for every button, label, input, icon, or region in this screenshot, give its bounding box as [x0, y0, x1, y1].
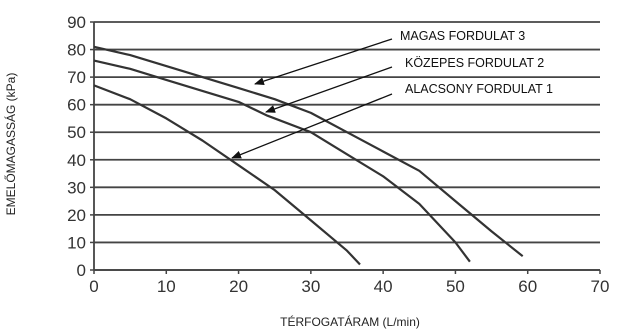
x-tick-label: 10	[157, 277, 176, 296]
y-tick-label: 70	[67, 68, 86, 87]
callout-arrow-k-zepes-fordulat-2	[265, 66, 393, 113]
legend-label-magas-fordulat-3: MAGAS FORDULAT 3	[400, 29, 525, 43]
axes	[93, 22, 600, 271]
series-line-magas-fordulat-3	[93, 45, 524, 258]
y-tick-label: 20	[67, 206, 86, 225]
legend-callouts: MAGAS FORDULAT 3 KÖZEPES FORDULAT 2 ALACSO…	[231, 29, 553, 159]
x-axis-label: TÉRFOGATÁRAM (L/min)	[280, 314, 420, 329]
x-tick-label: 20	[229, 277, 248, 296]
y-tick-label: 90	[67, 13, 86, 32]
y-tick-label: 80	[67, 41, 86, 60]
y-tick-label: 30	[67, 178, 86, 197]
x-tick-label: 50	[446, 277, 465, 296]
y-tick-label: 10	[67, 233, 86, 252]
series-line-k-zepes-fordulat-2	[93, 59, 471, 263]
x-tick-label: 30	[301, 277, 320, 296]
callout-arrow-alacsony-fordulat-1	[231, 93, 393, 159]
y-tick-label: 60	[67, 96, 86, 115]
legend-label-k-zepes-fordulat-2: KÖZEPES FORDULAT 2	[405, 56, 544, 70]
legend-label-alacsony-fordulat-1: ALACSONY FORDULAT 1	[405, 82, 553, 96]
series-lines	[93, 45, 524, 266]
y-tick-label: 40	[67, 151, 86, 170]
x-tick-label: 70	[591, 277, 610, 296]
y-axis-label: EMELŐMAGASSÁG (kPa)	[3, 73, 18, 216]
y-tick-label: 0	[77, 261, 86, 280]
x-tick-label: 60	[518, 277, 537, 296]
tick-labels: 0 10 20 30 40 50 60 70 80 90 0 10 20 30 40 50 60 70	[67, 13, 609, 296]
x-tick-label: 0	[89, 277, 98, 296]
y-tick-label: 50	[67, 123, 86, 142]
callout-arrow-magas-fordulat-3	[254, 38, 393, 85]
series-line-alacsony-fordulat-1	[93, 84, 361, 266]
x-tick-label: 40	[374, 277, 393, 296]
